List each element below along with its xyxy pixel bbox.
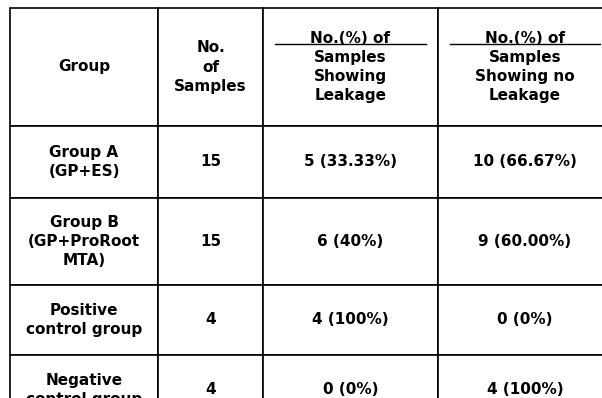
Text: 4 (100%): 4 (100%): [312, 312, 389, 328]
Text: 0 (0%): 0 (0%): [323, 382, 378, 398]
Bar: [438, 285, 602, 355]
Text: 0 (0%): 0 (0%): [497, 312, 553, 328]
Text: 15: 15: [200, 154, 221, 170]
Bar: [158, 355, 263, 398]
Text: Negative
control group: Negative control group: [26, 373, 142, 398]
Bar: [263, 8, 438, 126]
Bar: [158, 198, 263, 285]
Text: 4: 4: [205, 382, 216, 398]
Text: Group: Group: [58, 59, 110, 74]
Text: 5 (33.33%): 5 (33.33%): [304, 154, 397, 170]
Text: 10 (66.67%): 10 (66.67%): [473, 154, 577, 170]
Bar: [263, 198, 438, 285]
Bar: [438, 355, 602, 398]
Text: 4: 4: [205, 312, 216, 328]
Bar: [158, 8, 263, 126]
Text: No.(%) of
Samples
Showing no
Leakage: No.(%) of Samples Showing no Leakage: [475, 31, 575, 103]
Bar: [10, 355, 158, 398]
Text: Group A
(GP+ES): Group A (GP+ES): [48, 145, 120, 179]
Text: Positive
control group: Positive control group: [26, 303, 142, 337]
Bar: [263, 355, 438, 398]
Bar: [438, 8, 602, 126]
Text: 15: 15: [200, 234, 221, 249]
Text: No.
of
Samples: No. of Samples: [174, 40, 247, 94]
Text: No.(%) of
Samples
Showing
Leakage: No.(%) of Samples Showing Leakage: [311, 31, 391, 103]
Text: Group B
(GP+ProRoot
MTA): Group B (GP+ProRoot MTA): [28, 215, 140, 268]
Text: 4 (100%): 4 (100%): [486, 382, 563, 398]
Bar: [10, 126, 158, 198]
Bar: [263, 126, 438, 198]
Text: 9 (60.00%): 9 (60.00%): [479, 234, 571, 249]
Text: 6 (40%): 6 (40%): [317, 234, 383, 249]
Bar: [10, 198, 158, 285]
Bar: [10, 8, 158, 126]
Bar: [438, 198, 602, 285]
Bar: [158, 126, 263, 198]
Bar: [158, 285, 263, 355]
Bar: [438, 126, 602, 198]
Bar: [10, 285, 158, 355]
Bar: [263, 285, 438, 355]
